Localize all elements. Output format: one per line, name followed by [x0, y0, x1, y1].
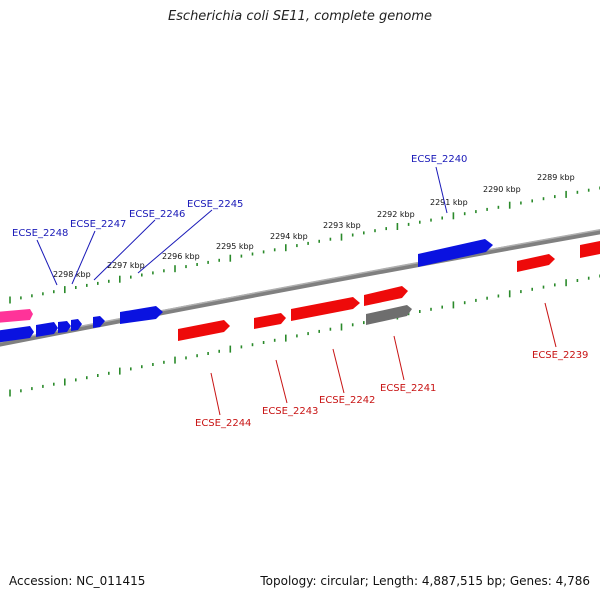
- genome-summary: Topology: circular; Length: 4,887,515 bp…: [260, 574, 590, 588]
- gene-feature[interactable]: [36, 322, 58, 337]
- gene-label[interactable]: ECSE_2240: [411, 154, 467, 165]
- map-title: Escherichia coli SE11, complete genome: [167, 9, 433, 24]
- gene-feature[interactable]: [120, 306, 163, 324]
- gene-feature[interactable]: [418, 239, 493, 267]
- gene-feature[interactable]: [291, 297, 360, 321]
- forward-scale-ticks: [9, 186, 600, 304]
- gene-label[interactable]: ECSE_2245: [187, 199, 243, 210]
- reverse-scale-ticks: [9, 274, 600, 397]
- accession-label: Accession: NC_011415: [9, 574, 146, 588]
- gene-label[interactable]: ECSE_2243: [262, 406, 318, 417]
- scale-label: 2289 kbp: [537, 173, 575, 182]
- gene-label[interactable]: ECSE_2239: [532, 350, 588, 361]
- scale-label: 2296 kbp: [162, 252, 200, 261]
- gene-label[interactable]: ECSE_2244: [195, 418, 251, 429]
- gene-label[interactable]: ECSE_2242: [319, 395, 375, 406]
- scale-label: 2297 kbp: [107, 261, 145, 270]
- scale-label: 2298 kbp: [53, 270, 91, 279]
- gene-feature[interactable]: [0, 309, 33, 323]
- scale-label: 2294 kbp: [270, 232, 308, 241]
- gene-feature[interactable]: [58, 321, 71, 333]
- gene-label[interactable]: ECSE_2246: [129, 209, 185, 220]
- scale-label: 2290 kbp: [483, 185, 521, 194]
- gene-feature[interactable]: [254, 313, 286, 329]
- scale-label: 2292 kbp: [377, 210, 415, 219]
- gene-label[interactable]: ECSE_2248: [12, 228, 68, 239]
- reverse-genes: [178, 240, 600, 341]
- gene-feature[interactable]: [580, 240, 600, 258]
- backbone: [0, 229, 600, 347]
- gene-label-leaders: [36, 166, 557, 416]
- scale-label: 2291 kbp: [430, 198, 468, 207]
- gene-feature[interactable]: [517, 254, 555, 272]
- gene-feature[interactable]: [366, 305, 412, 325]
- gene-feature[interactable]: [0, 326, 34, 343]
- gene-label[interactable]: ECSE_2247: [70, 219, 126, 230]
- scale-label: 2295 kbp: [216, 242, 254, 251]
- gene-feature[interactable]: [364, 286, 408, 306]
- scale-labels: 2298 kbp 2297 kbp 2296 kbp 2295 kbp 2294…: [53, 173, 575, 279]
- gene-feature[interactable]: [93, 316, 105, 328]
- gene-feature[interactable]: [178, 320, 230, 341]
- gene-feature[interactable]: [71, 319, 82, 331]
- scale-label: 2293 kbp: [323, 221, 361, 230]
- gene-labels: ECSE_2248 ECSE_2247 ECSE_2246 ECSE_2245 …: [12, 154, 588, 429]
- forward-genes: [0, 239, 493, 343]
- gene-label[interactable]: ECSE_2241: [380, 383, 436, 394]
